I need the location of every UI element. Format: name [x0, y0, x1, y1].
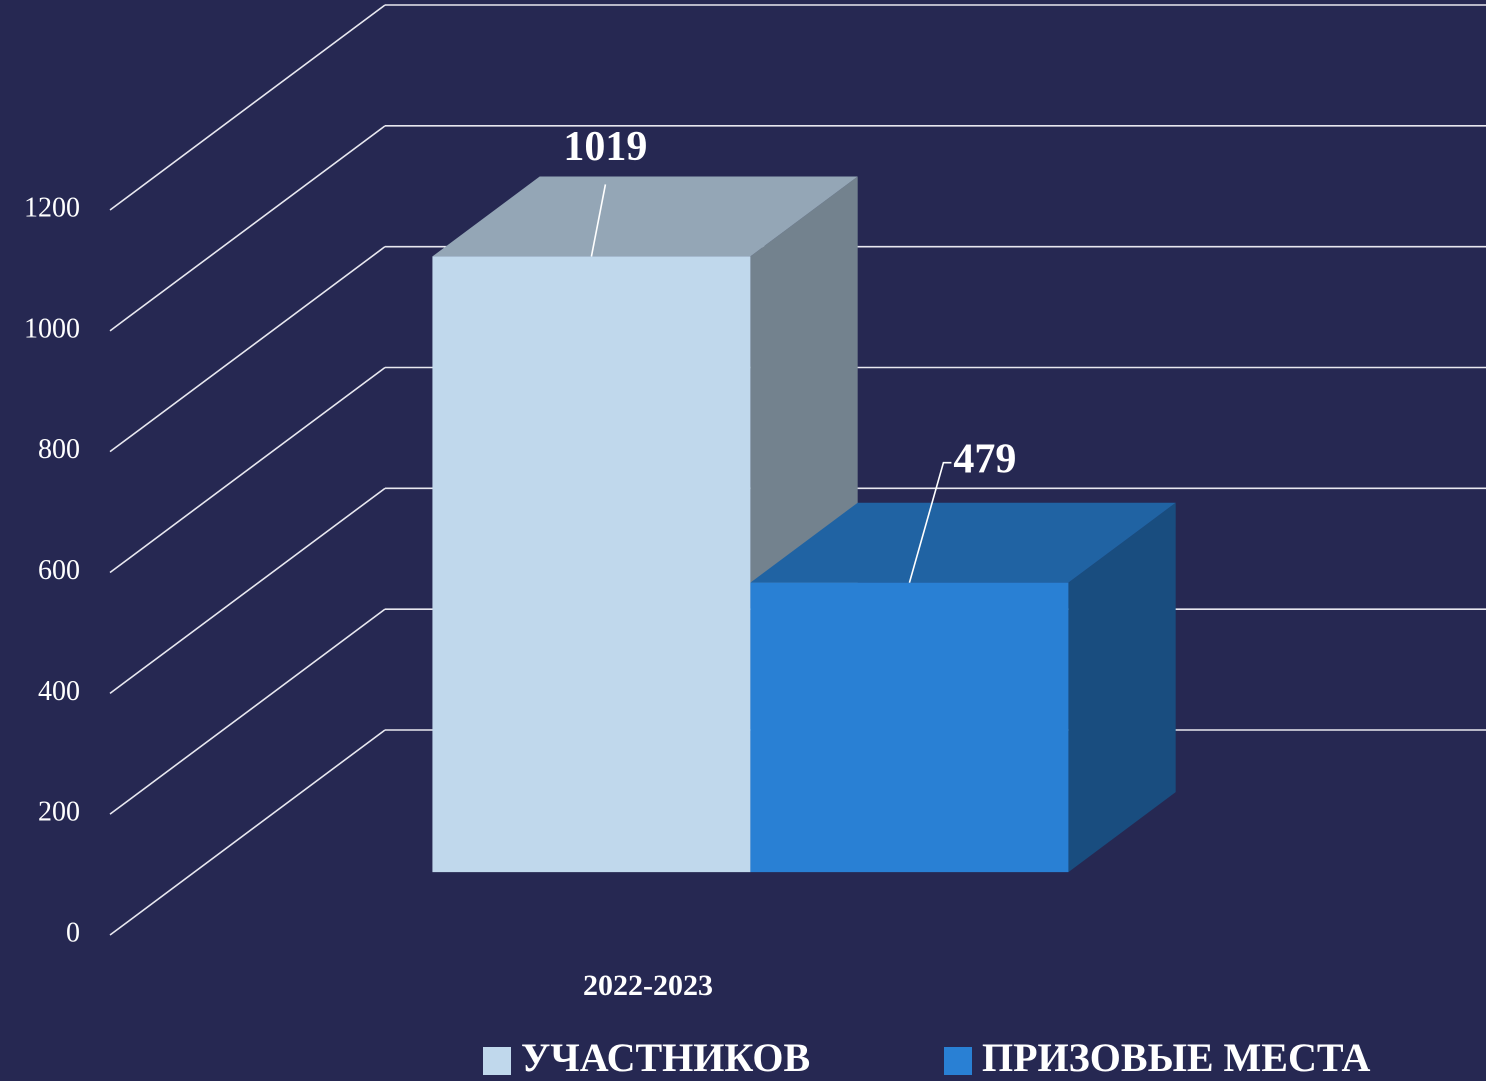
leader-line [590, 184, 607, 257]
legend-swatch [944, 1047, 972, 1075]
bar-front [432, 256, 751, 873]
legend-label: ПРИЗОВЫЕ МЕСТА [982, 1035, 1371, 1080]
y-tick-label: 1200 [24, 192, 80, 223]
bar-top [432, 176, 858, 257]
y-tick-label: 400 [38, 676, 80, 707]
grid-line-side [109, 125, 386, 332]
grid-line-side [109, 246, 386, 453]
bar-side [1068, 502, 1176, 873]
y-tick-label: 800 [38, 434, 80, 465]
x-tick-label: 2022-2023 [583, 969, 713, 1002]
grid-line-side [109, 366, 386, 574]
value-label: 1019 [563, 124, 647, 170]
leader-line [908, 461, 952, 583]
grid-line-side [109, 487, 386, 694]
grid-line-side [109, 4, 386, 211]
bar-top [750, 502, 1176, 583]
y-tick-label: 200 [38, 797, 80, 828]
y-tick-label: 600 [38, 555, 80, 586]
grid-line-side [109, 608, 386, 815]
legend-label: УЧАСТНИКОВ [521, 1035, 810, 1080]
bar [750, 502, 1176, 873]
bar-front [750, 582, 1069, 873]
value-label: 479 [953, 436, 1016, 482]
legend-swatch [483, 1047, 511, 1075]
grid-line-side [109, 729, 386, 936]
y-tick-label: 1000 [24, 313, 80, 344]
y-tick-label: 0 [66, 917, 80, 948]
